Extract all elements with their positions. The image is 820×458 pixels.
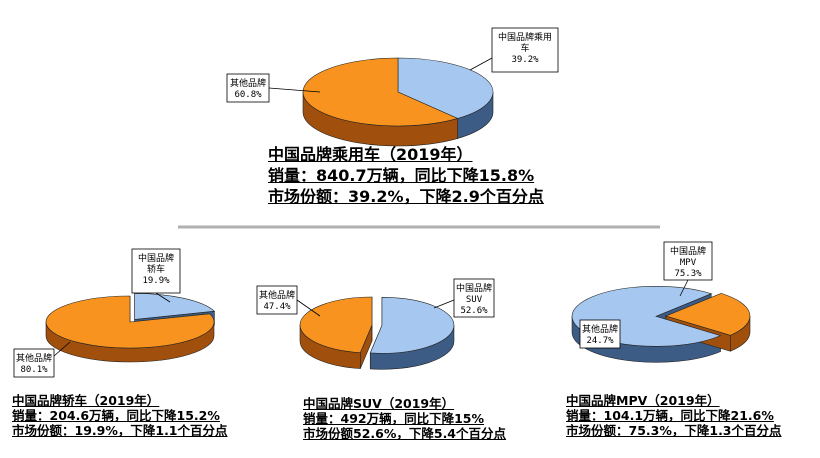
mpv-caption-share: 市场份额：75.3%，下降1.3个百分点 <box>566 422 782 438</box>
pie3-slice0-label-box <box>663 241 713 281</box>
mpv-caption-sales: 销量：104.1万辆，同比下降21.6% <box>566 407 774 423</box>
pie2-slice0-label-line0: 中国品牌 <box>456 282 492 294</box>
pie3-slice0-label-line0: 中国品牌 <box>670 245 706 257</box>
pie1-slice1-leader <box>53 341 71 357</box>
mpv-caption: 中国品牌MPV（2019年） 销量：104.1万辆，同比下降21.6% 市场份额… <box>566 393 782 438</box>
pie2-slice1-leader <box>296 299 321 317</box>
pie1-slice1-label-box <box>13 348 55 378</box>
pie0-slice0-leader <box>469 57 493 71</box>
main-caption: 中国品牌乘用车（2019年） 销量：840.7万辆，同比下降15.8% 市场份额… <box>268 145 544 207</box>
pie1-slice0-label-line1: 轿车 <box>147 263 165 275</box>
pie1-slice1-top <box>45 295 215 349</box>
pie2-slice0-label-box <box>453 278 495 318</box>
pie0-slice1-label-line0: 其他品牌 <box>230 77 266 89</box>
pie2-slice0-label-line2: 52.6% <box>460 306 488 316</box>
car-caption-title: 中国品牌轿车（2019年） <box>12 393 160 408</box>
pie0-slice0-top <box>397 57 494 119</box>
pie2-slice1-top <box>299 296 373 353</box>
mpv-caption-title: 中国品牌MPV（2019年） <box>566 393 720 408</box>
pie3-slice1-label-box <box>579 319 621 349</box>
car-caption-sales: 销量：204.6万辆，同比下降15.2% <box>12 407 220 423</box>
pie1-slice1-label-line1: 80.1% <box>20 365 48 375</box>
pie0-slice1-label-line1: 60.8% <box>234 90 262 100</box>
pie2-slice0-top <box>369 297 455 354</box>
pie1-slice0-label-line2: 19.9% <box>142 276 170 286</box>
pie3-slice1-top <box>665 293 751 336</box>
pie0-slice1-leader <box>268 87 321 93</box>
pie0-slice1-top <box>302 57 459 127</box>
pie1-slice0-label-line0: 中国品牌 <box>138 252 174 264</box>
pie0-slice1-label-box <box>226 73 270 103</box>
pie0-slice0-label-line0: 中国品牌乘用 <box>498 31 552 43</box>
pie2-slice1-label-line1: 47.4% <box>263 302 291 312</box>
pie1-slice0-leader <box>155 292 171 303</box>
suv-caption-share: 市场份额52.6%，下降5.4个百分点 <box>303 425 507 441</box>
pie3-slice0-leader <box>679 279 689 297</box>
main-caption-sales: 销量：840.7万辆，同比下降15.8% <box>268 165 535 185</box>
suv-caption-title: 中国品牌SUV（2019年） <box>303 396 455 411</box>
pie0-slice0-label-line2: 39.2% <box>511 55 539 65</box>
pie3-slice1-label-line0: 其他品牌 <box>582 323 618 335</box>
car-caption: 中国品牌轿车（2019年） 销量：204.6万辆，同比下降15.2% 市场份额：… <box>12 393 228 438</box>
main-caption-title: 中国品牌乘用车（2019年） <box>268 145 473 164</box>
pie2-slice0-leader <box>433 299 455 309</box>
pie1-slice0-top <box>134 293 216 320</box>
main-caption-share: 市场份额：39.2%，下降2.9个百分点 <box>268 186 544 206</box>
car-caption-share: 市场份额：19.9%，下降1.1个百分点 <box>12 422 228 438</box>
suv-caption: 中国品牌SUV（2019年） 销量：492万辆，同比下降15% 市场份额52.6… <box>303 396 507 441</box>
pie2-slice0-label-line1: SUV <box>466 295 483 305</box>
pie3-slice1-label-line1: 24.7% <box>586 336 614 346</box>
pie2-slice1-label-line0: 其他品牌 <box>259 289 295 301</box>
pie2-slice1-label-box <box>256 285 298 315</box>
pie0-slice0-label-line1: 车 <box>520 42 529 54</box>
pie3-slice0-label-line1: MPV <box>680 258 697 268</box>
pie1-slice1-label-line0: 其他品牌 <box>16 352 52 364</box>
suv-caption-sales: 销量：492万辆，同比下降15% <box>303 410 485 426</box>
pie1-slice0-label-box <box>131 248 181 294</box>
pie0-slice0-label-box <box>491 27 559 73</box>
pie3-slice0-label-line2: 75.3% <box>674 269 702 279</box>
